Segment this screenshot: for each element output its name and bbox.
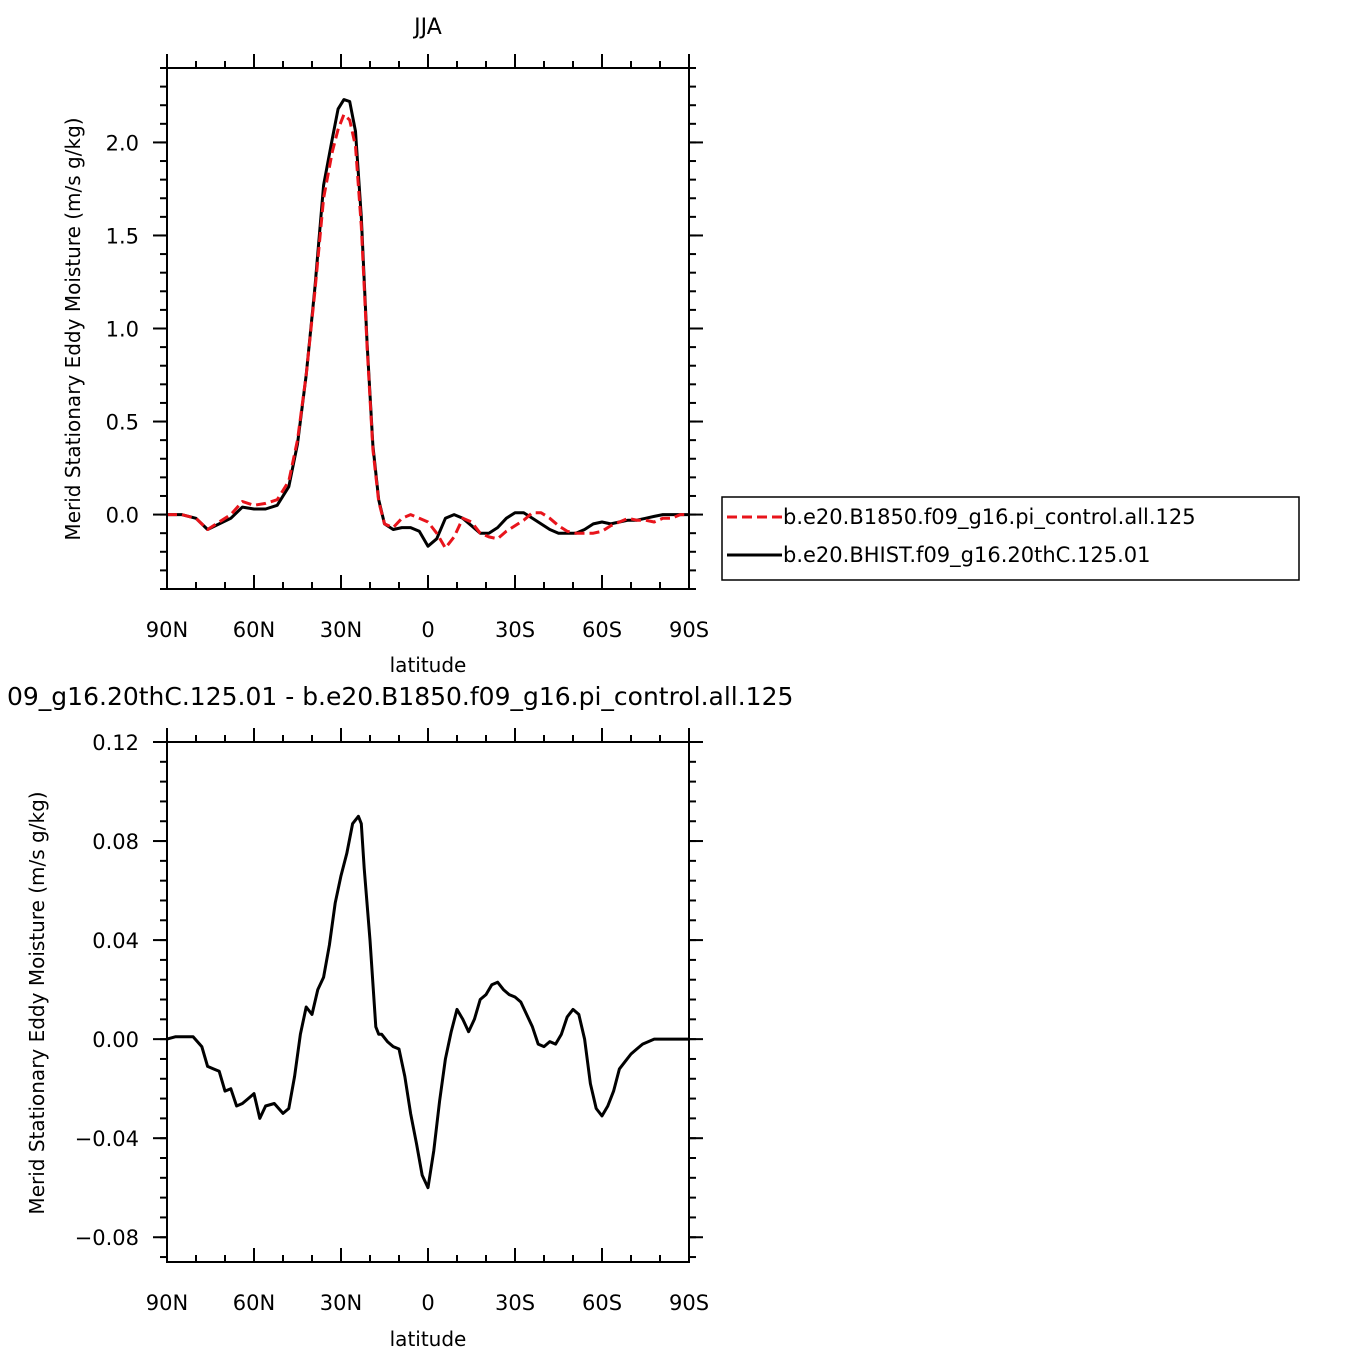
top-y-tick-label: 0.5	[106, 411, 139, 435]
bottom-x-tick-label: 60N	[233, 1291, 275, 1315]
bottom-x-tick-label: 90N	[146, 1291, 188, 1315]
bottom-x-tick-label: 30N	[320, 1291, 362, 1315]
top-series-hist-line	[167, 98, 689, 548]
bottom-x-tick-label: 90S	[669, 1291, 709, 1315]
top-panel-x-axis-label: latitude	[390, 653, 467, 677]
bottom-panel-plot-frame	[166, 741, 690, 1263]
legend: b.e20.B1850.f09_g16.pi_control.all.125 b…	[721, 496, 1300, 581]
bottom-panel: 09_g16.20thC.125.01 - b.e20.B1850.f09_g1…	[7, 682, 793, 1351]
top-panel-ticks: 90N 60N 30N 0 30S 60S 90S 0.0 0.5 1.0 1.5 2.0	[106, 54, 709, 642]
top-panel-title: JJA	[412, 15, 442, 40]
top-series-control-line	[167, 113, 689, 550]
top-x-tick-label: 90S	[669, 618, 709, 642]
bottom-y-tick-label: 0.04	[92, 929, 139, 953]
top-panel-plot-frame	[166, 67, 690, 590]
bottom-panel-series	[166, 814, 689, 1190]
top-x-tick-label: 30N	[320, 618, 362, 642]
bottom-x-tick-label: 60S	[582, 1291, 622, 1315]
top-y-tick-label: 2.0	[106, 131, 139, 155]
bottom-series-hist-line	[166, 814, 689, 1190]
bottom-x-tick-label: 30S	[495, 1291, 535, 1315]
bottom-y-tick-label: −0.04	[75, 1127, 139, 1151]
bottom-panel-x-axis-label: latitude	[390, 1327, 467, 1351]
top-x-tick-label: 60S	[582, 618, 622, 642]
bottom-y-tick-label: 0.00	[92, 1028, 139, 1052]
bottom-y-tick-label: 0.12	[92, 731, 139, 755]
top-x-tick-label: 90N	[146, 618, 188, 642]
top-x-tick-label: 60N	[233, 618, 275, 642]
top-panel: JJA Merid Stationary Eddy Moisture (m/s …	[61, 15, 709, 677]
top-x-tick-label: 0	[421, 618, 434, 642]
top-panel-series	[167, 98, 689, 550]
bottom-panel-ticks: 90N 60N 30N 0 30S 60S 90S −0.08 −0.04 0.00 0.04 0.0…	[75, 728, 709, 1315]
bottom-y-tick-label: 0.08	[92, 830, 139, 854]
legend-label-hist: b.e20.BHIST.f09_g16.20thC.125.01	[783, 543, 1150, 568]
top-x-tick-label: 30S	[495, 618, 535, 642]
top-y-tick-label: 1.0	[106, 318, 139, 342]
top-y-tick-label: 1.5	[106, 224, 139, 248]
top-y-tick-label: 0.0	[106, 504, 139, 528]
bottom-panel-title: 09_g16.20thC.125.01 - b.e20.B1850.f09_g1…	[7, 682, 793, 711]
bottom-x-tick-label: 0	[421, 1291, 434, 1315]
bottom-panel-y-axis-label: Merid Stationary Eddy Moisture (m/s g/kg…	[25, 791, 49, 1214]
bottom-y-tick-label: −0.08	[75, 1226, 139, 1250]
legend-label-control: b.e20.B1850.f09_g16.pi_control.all.125	[783, 505, 1196, 530]
top-panel-y-axis-label: Merid Stationary Eddy Moisture (m/s g/kg…	[61, 117, 85, 540]
legend-box	[721, 496, 1300, 581]
